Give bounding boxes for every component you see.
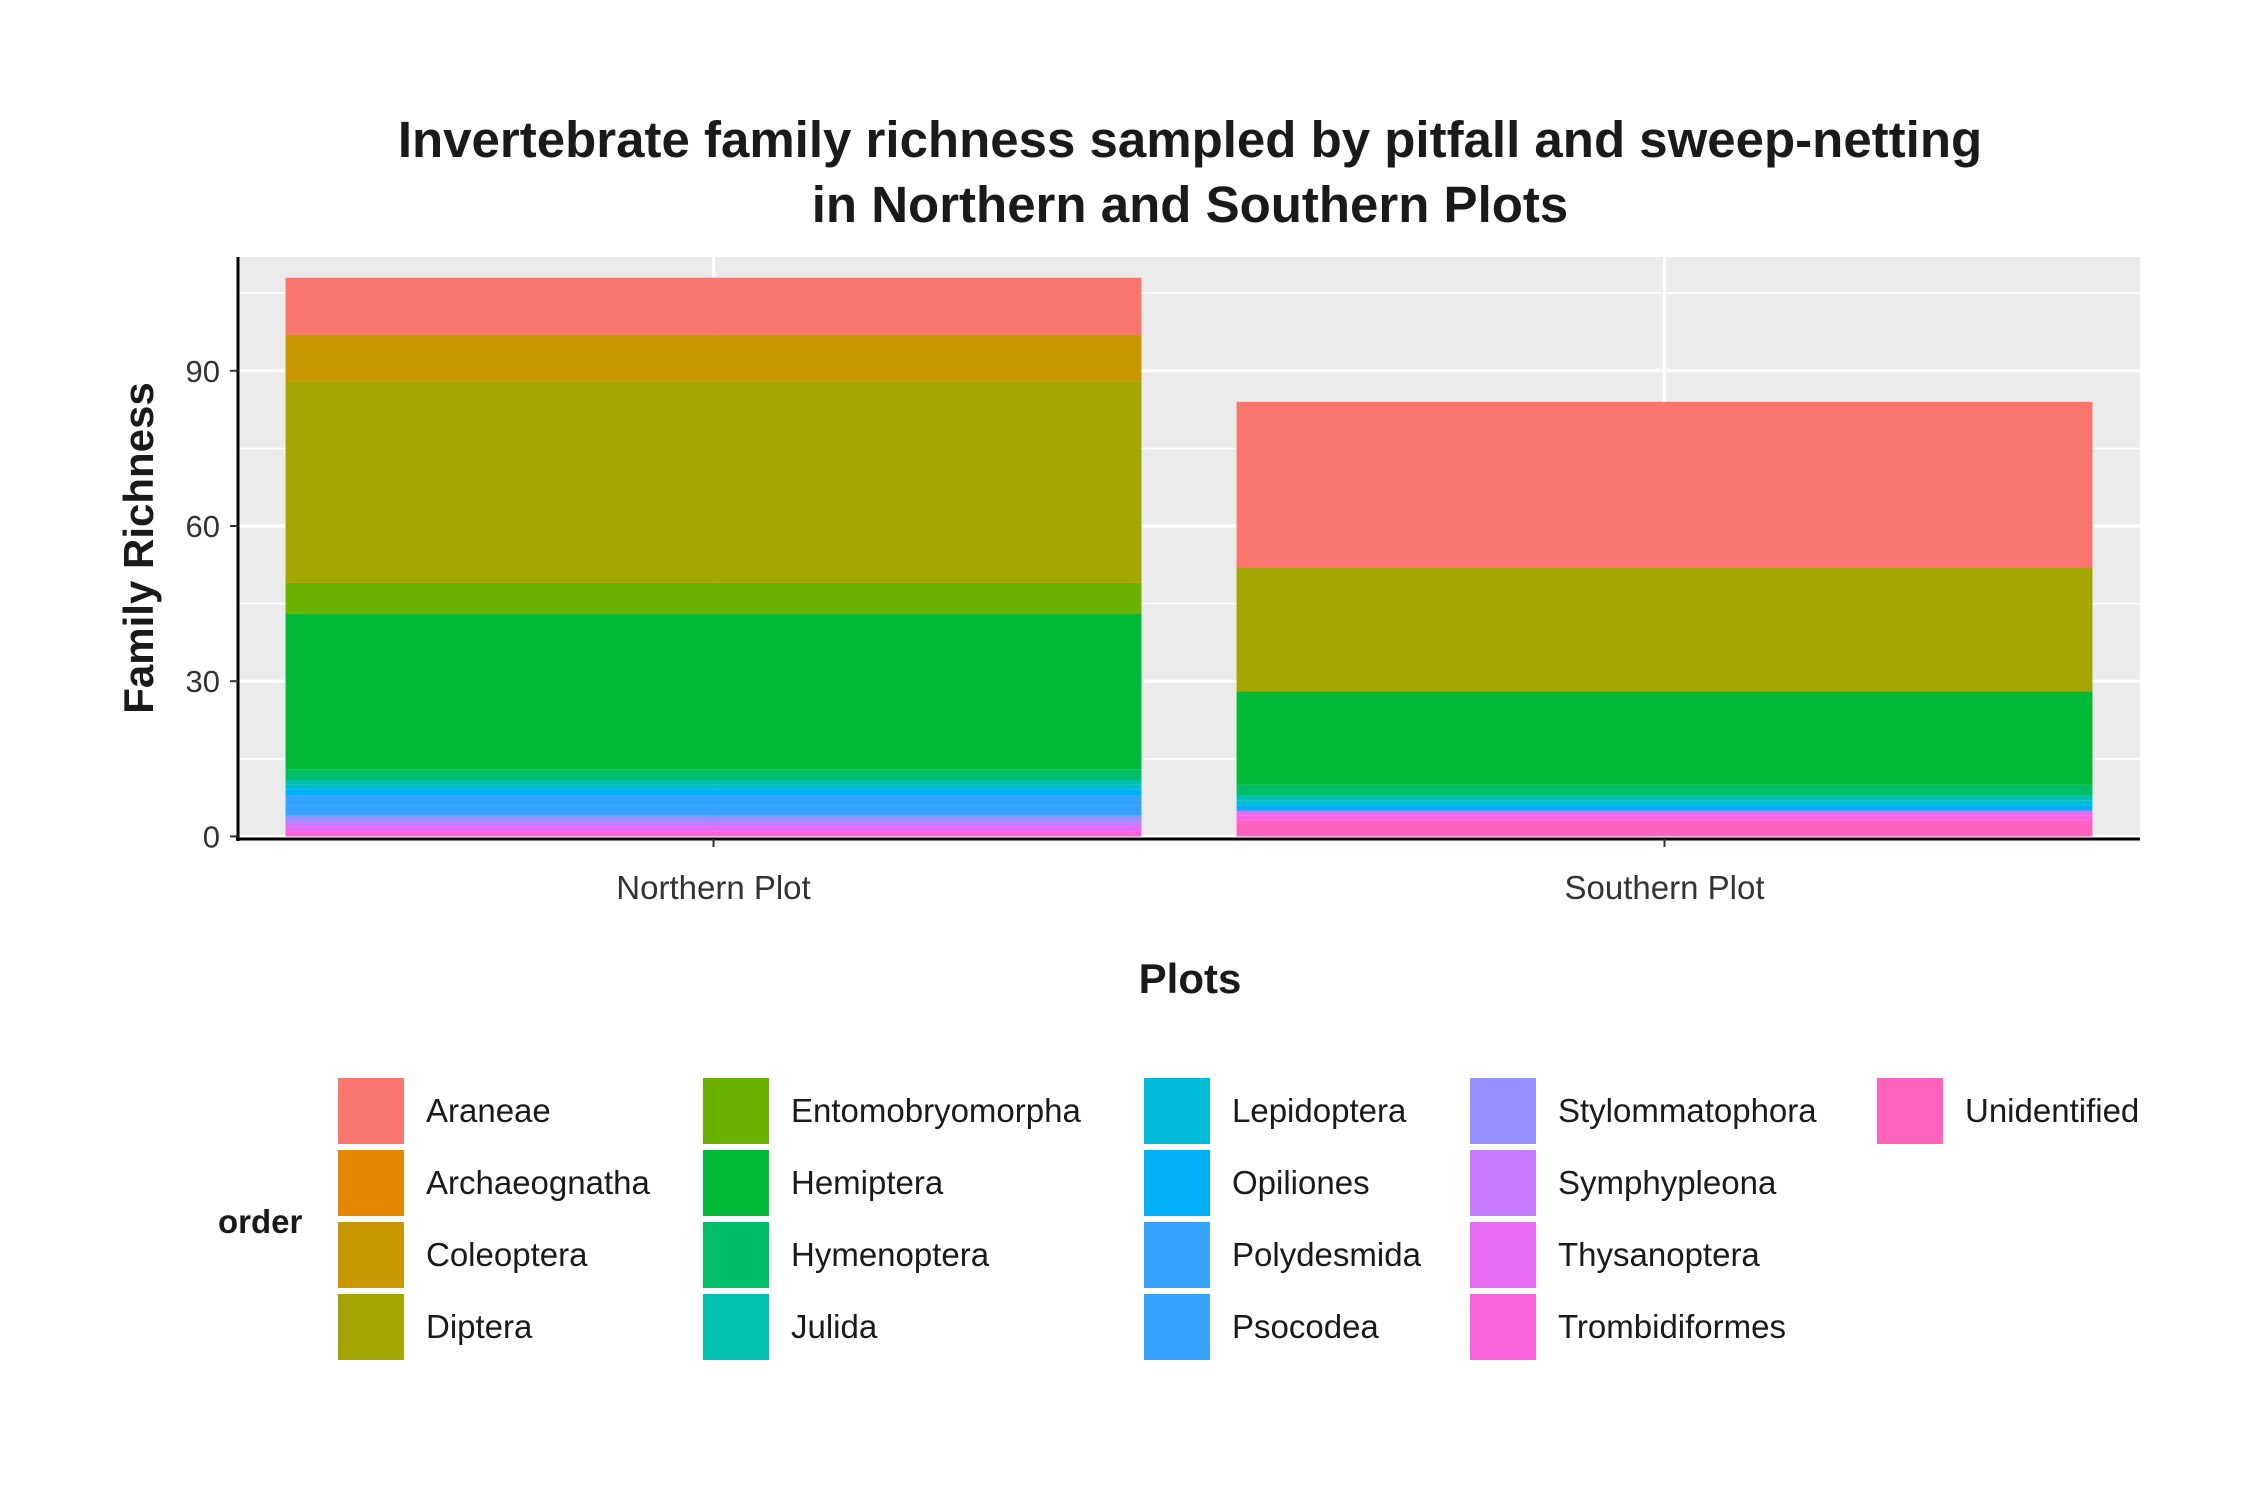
bar-segment: [1236, 810, 2093, 816]
bar-segment: [1236, 820, 2093, 837]
legend-label: Julida: [791, 1308, 878, 1345]
legend-swatch: [338, 1294, 404, 1360]
chart-title-line-1: Invertebrate family richness sampled by …: [398, 111, 1982, 168]
legend-swatch: [703, 1222, 769, 1288]
legend-label: Polydesmida: [1232, 1236, 1422, 1273]
legend-label: Entomobryomorpha: [791, 1092, 1081, 1129]
bar-segment: [285, 815, 1142, 821]
x-axis-title: Plots: [1139, 955, 1242, 1002]
legend-swatch: [1144, 1294, 1210, 1360]
bar-segment: [285, 582, 1142, 614]
legend-label: Psocodea: [1232, 1308, 1379, 1345]
x-ticks: Northern Plot Southern Plot: [616, 839, 1764, 906]
bar-segment: [1236, 795, 2093, 801]
legend-swatch: [703, 1078, 769, 1144]
bar-segment: [285, 277, 1142, 335]
legend-swatch: [338, 1150, 404, 1216]
bar-segment: [285, 789, 1142, 796]
legend-label: Lepidoptera: [1232, 1092, 1407, 1129]
y-tick-label: 60: [186, 509, 220, 544]
legend-label: Unidentified: [1965, 1092, 2139, 1129]
x-tick-label: Southern Plot: [1565, 869, 1765, 906]
bar-segment: [285, 831, 1142, 837]
x-tick-label: Northern Plot: [616, 869, 810, 906]
legend-label: Coleoptera: [426, 1236, 588, 1273]
legend-swatch: [1144, 1150, 1210, 1216]
bars: [285, 277, 2093, 837]
bar-segment: [1236, 800, 2093, 806]
legend-swatch: [1144, 1222, 1210, 1288]
legend-label: Thysanoptera: [1558, 1236, 1760, 1273]
legend-swatch: [703, 1294, 769, 1360]
legend-swatch: [1470, 1294, 1536, 1360]
legend-swatch: [703, 1150, 769, 1216]
bar-segment: [285, 820, 1142, 827]
bar-segment: [1236, 805, 2093, 811]
y-tick-label: 90: [186, 354, 220, 389]
legend-swatch: [338, 1078, 404, 1144]
legend-swatch: [338, 1222, 404, 1288]
legend-swatch: [1470, 1150, 1536, 1216]
legend-swatch: [1144, 1078, 1210, 1144]
chart-title-line-2: in Northern and Southern Plots: [812, 176, 1569, 233]
bar-segment: [1236, 691, 2093, 785]
legend-swatch: [1470, 1222, 1536, 1288]
legend-label: Hymenoptera: [791, 1236, 990, 1273]
bar-segment: [285, 334, 1142, 382]
bar-segment: [285, 795, 1142, 806]
bar-segment: [1236, 567, 2093, 692]
legend-title: order: [218, 1203, 303, 1240]
bar-segment: [1236, 401, 2093, 568]
bar-segment: [285, 805, 1142, 816]
bar-segment: [285, 381, 1142, 583]
y-axis-title: Family Richness: [115, 382, 162, 713]
legend-label: Archaeognatha: [426, 1164, 650, 1201]
bar-segment: [285, 826, 1142, 832]
y-ticks: 0 30 60 90: [186, 354, 238, 854]
y-tick-label: 30: [186, 664, 220, 699]
y-tick-label: 0: [203, 819, 220, 854]
legend-label: Stylommatophora: [1558, 1092, 1817, 1129]
bar-segment: [285, 769, 1142, 780]
legend-label: Araneae: [426, 1092, 551, 1129]
legend: Araneae Archaeognatha Coleoptera Diptera Ent…: [338, 1078, 2139, 1360]
legend-swatch: [1877, 1078, 1943, 1144]
legend-label: Hemiptera: [791, 1164, 944, 1201]
bar-segment: [1236, 784, 2093, 796]
bar-segment: [285, 613, 1142, 770]
bar-segment: [285, 784, 1142, 790]
legend-label: Diptera: [426, 1308, 533, 1345]
legend-label: Trombidiformes: [1558, 1308, 1786, 1345]
legend-label: Opiliones: [1232, 1164, 1370, 1201]
legend-swatch: [1470, 1078, 1536, 1144]
bar-segment: [1236, 815, 2093, 821]
bar-segment: [285, 779, 1142, 785]
legend-label: Symphypleona: [1558, 1164, 1777, 1201]
